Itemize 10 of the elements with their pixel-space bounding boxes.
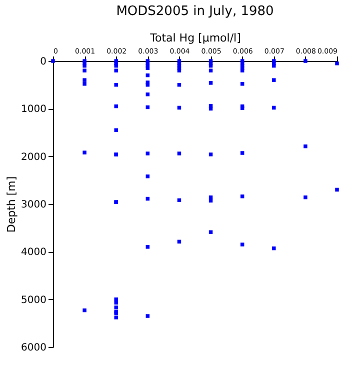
y-tick-label: 4000	[21, 247, 46, 258]
y-tick-label: 2000	[21, 152, 46, 163]
y-tick-label: 5000	[21, 294, 46, 306]
chart-title: MODS2005 in July, 1980	[116, 4, 274, 19]
x-axis-title: Total Hg [µmol/l]	[149, 32, 241, 44]
y-tick-label: 3000	[21, 200, 46, 210]
y-tick-label: 1000	[21, 104, 46, 116]
y-tick-label: 6000	[21, 342, 46, 354]
y-axis-title: Depth [m]	[5, 176, 18, 233]
y-tick-label: 0	[40, 56, 46, 68]
